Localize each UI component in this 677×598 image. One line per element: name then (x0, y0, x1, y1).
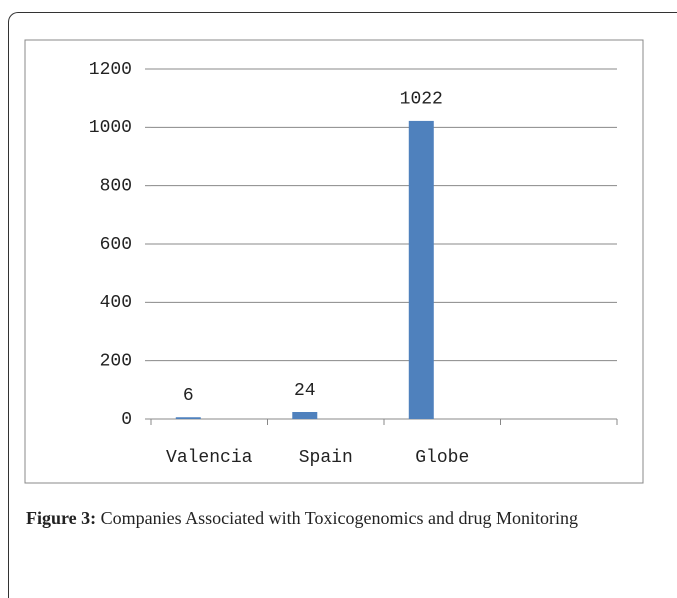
data-label: 6 (183, 386, 194, 406)
bar (408, 120, 434, 420)
caption: Figure 3: Companies Associated with Toxi… (26, 505, 666, 532)
bar (292, 412, 318, 419)
y-tick-label: 800 (100, 176, 132, 196)
caption-label: Figure 3: (26, 508, 97, 528)
figure-frame (8, 12, 677, 598)
caption-text: Companies Associated with Toxicogenomics… (100, 508, 579, 528)
x-tick-label: Spain (299, 448, 353, 468)
y-tick-label: 1200 (89, 60, 132, 80)
bar (175, 417, 201, 419)
y-tick-label: 400 (100, 293, 132, 313)
chart-border (24, 39, 644, 484)
y-tick-label: 1000 (89, 118, 132, 138)
x-tick-label: Globe (415, 448, 469, 468)
y-tick-label: 0 (121, 410, 132, 430)
data-label: 1022 (400, 90, 443, 110)
y-tick-label: 200 (100, 351, 132, 371)
x-tick-label: Valencia (166, 448, 253, 468)
y-tick-label: 600 (100, 235, 132, 255)
data-label: 24 (294, 381, 316, 401)
